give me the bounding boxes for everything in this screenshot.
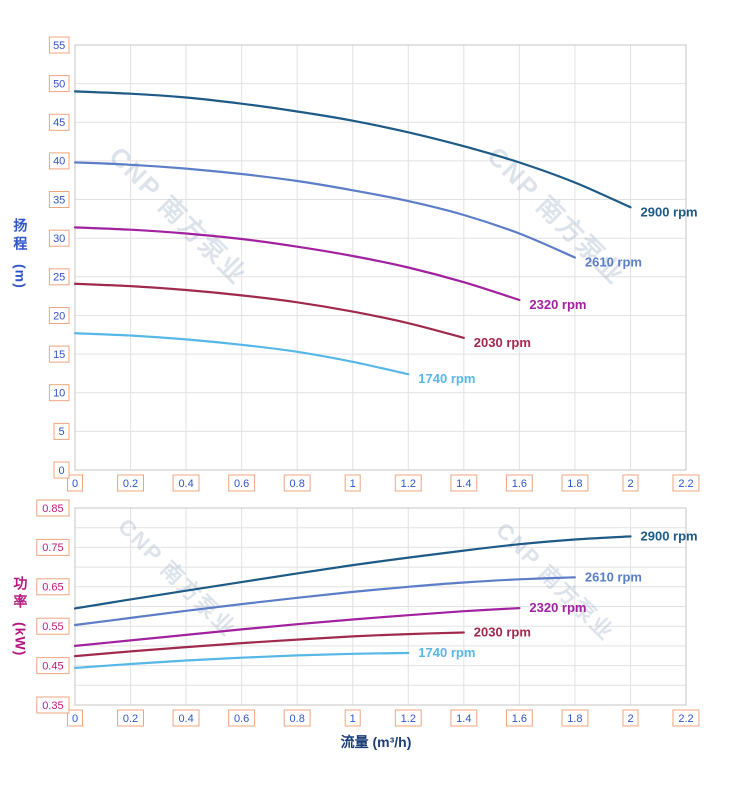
svg-text:0.4: 0.4 bbox=[178, 478, 193, 490]
svg-text:1.4: 1.4 bbox=[456, 478, 471, 490]
curve-label-2610-rpm: 2610 rpm bbox=[585, 569, 642, 584]
svg-text:15: 15 bbox=[53, 349, 65, 361]
power-axis-unit: (kW) bbox=[12, 621, 29, 657]
curve-label-1740-rpm: 1740 rpm bbox=[418, 645, 475, 660]
svg-text:0: 0 bbox=[72, 713, 78, 725]
curve-2320-rpm bbox=[73, 607, 521, 647]
svg-text:0.65: 0.65 bbox=[42, 582, 63, 594]
svg-text:5: 5 bbox=[58, 426, 64, 438]
svg-text:0.85: 0.85 bbox=[42, 503, 63, 515]
svg-text:2.2: 2.2 bbox=[678, 713, 693, 725]
curve-label-2320-rpm: 2320 rpm bbox=[529, 600, 586, 615]
svg-text:0.6: 0.6 bbox=[234, 478, 249, 490]
svg-text:40: 40 bbox=[53, 156, 65, 168]
svg-text:1.8: 1.8 bbox=[567, 713, 582, 725]
curve-label-2030-rpm: 2030 rpm bbox=[474, 625, 531, 640]
curve-1740-rpm bbox=[73, 332, 410, 376]
svg-text:2: 2 bbox=[627, 478, 633, 490]
curve-label-2610-rpm: 2610 rpm bbox=[585, 255, 642, 270]
svg-text:2.2: 2.2 bbox=[678, 478, 693, 490]
curve-2900-rpm bbox=[73, 535, 632, 610]
svg-text:0.45: 0.45 bbox=[42, 660, 63, 672]
svg-text:55: 55 bbox=[53, 40, 65, 52]
curve-2030-rpm bbox=[73, 282, 465, 339]
svg-text:30: 30 bbox=[53, 233, 65, 245]
svg-text:0.8: 0.8 bbox=[290, 478, 305, 490]
curve-2610-rpm bbox=[73, 161, 576, 259]
svg-text:0.4: 0.4 bbox=[178, 713, 193, 725]
head-axis-title: 扬程 (m) bbox=[12, 218, 29, 289]
svg-text:0.35: 0.35 bbox=[42, 700, 63, 712]
curve-2610-rpm bbox=[73, 576, 576, 627]
svg-text:2: 2 bbox=[627, 713, 633, 725]
svg-text:0.75: 0.75 bbox=[42, 542, 63, 554]
watermark: CNP 南方泵业 bbox=[104, 141, 254, 291]
svg-text:1.2: 1.2 bbox=[401, 713, 416, 725]
curve-1740-rpm bbox=[73, 651, 410, 670]
svg-text:0.2: 0.2 bbox=[123, 713, 138, 725]
curve-label-2320-rpm: 2320 rpm bbox=[529, 297, 586, 312]
head-axis-unit: (m) bbox=[12, 263, 29, 289]
svg-text:1.2: 1.2 bbox=[401, 478, 416, 490]
svg-text:25: 25 bbox=[53, 272, 65, 284]
svg-text:0.6: 0.6 bbox=[234, 713, 249, 725]
svg-text:10: 10 bbox=[53, 388, 65, 400]
svg-text:45: 45 bbox=[53, 117, 65, 129]
curve-label-1740-rpm: 1740 rpm bbox=[418, 371, 475, 386]
power-axis-title: 功率 (kW) bbox=[12, 576, 29, 657]
svg-text:0: 0 bbox=[72, 478, 78, 490]
flow-axis-title: 流量 (m³/h) bbox=[340, 734, 412, 750]
curve-2320-rpm bbox=[73, 226, 521, 302]
curve-label-2900-rpm: 2900 rpm bbox=[641, 528, 698, 543]
svg-text:1.6: 1.6 bbox=[512, 713, 527, 725]
svg-text:0: 0 bbox=[58, 465, 64, 477]
svg-text:35: 35 bbox=[53, 194, 65, 206]
svg-text:50: 50 bbox=[53, 78, 65, 90]
curve-2030-rpm bbox=[73, 631, 465, 658]
svg-text:1.8: 1.8 bbox=[567, 478, 582, 490]
svg-text:20: 20 bbox=[53, 310, 65, 322]
svg-text:1: 1 bbox=[350, 713, 356, 725]
watermark: CNP 南方泵业 bbox=[113, 514, 241, 642]
curve-label-2030-rpm: 2030 rpm bbox=[474, 335, 531, 350]
svg-text:0.2: 0.2 bbox=[123, 478, 138, 490]
curve-2900-rpm bbox=[73, 90, 632, 209]
svg-text:1: 1 bbox=[350, 478, 356, 490]
curve-label-2900-rpm: 2900 rpm bbox=[641, 204, 698, 219]
svg-text:1.6: 1.6 bbox=[512, 478, 527, 490]
power-axis-name: 功率 bbox=[12, 576, 29, 612]
svg-text:0.8: 0.8 bbox=[290, 713, 305, 725]
svg-text:0.55: 0.55 bbox=[42, 621, 63, 633]
head-axis-name: 扬程 bbox=[12, 218, 29, 254]
svg-text:1.4: 1.4 bbox=[456, 713, 471, 725]
